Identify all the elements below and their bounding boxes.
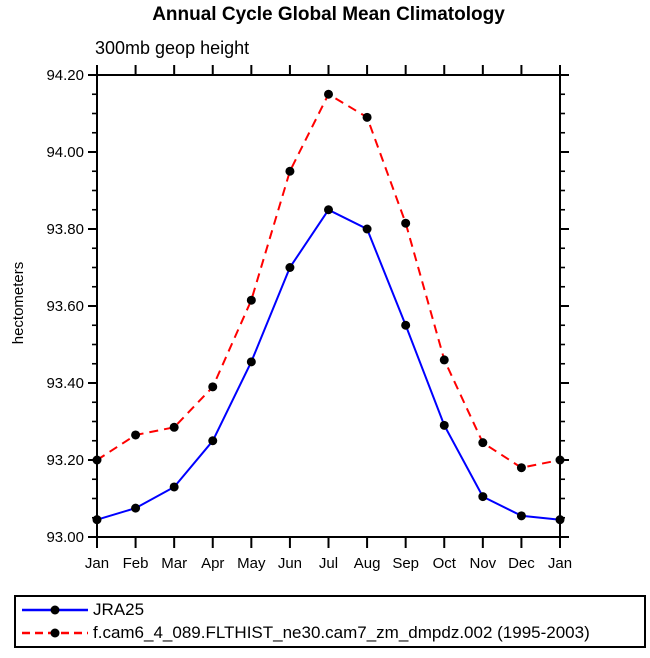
chart-subtitle: 300mb geop height [95, 38, 250, 58]
x-tick-label: Feb [123, 555, 149, 572]
legend-line-sample-solid-icon [22, 605, 88, 615]
y-tick-label: 93.60 [46, 298, 84, 315]
y-tick-label: 94.20 [46, 67, 84, 84]
y-tick-label: 93.40 [46, 375, 84, 392]
y-tick-label: 94.00 [46, 144, 84, 161]
data-point-marker [169, 422, 179, 432]
y-tick-label: 93.80 [46, 221, 84, 238]
x-tick-label: Oct [433, 555, 457, 572]
data-point-marker [131, 503, 141, 513]
x-tick-label: Jun [278, 555, 302, 572]
series-line-0 [96, 208, 561, 521]
legend-sample-marker [50, 628, 60, 638]
data-point-marker [478, 492, 488, 502]
x-tick-label: Aug [354, 555, 381, 572]
data-point-marker [478, 438, 488, 448]
data-point-marker [208, 436, 218, 446]
x-tick-label: Sep [392, 555, 419, 572]
data-point-marker [555, 455, 565, 465]
x-tick-label: Dec [508, 555, 535, 572]
x-tick-label: Mar [161, 555, 187, 572]
legend-label-model: f.cam6_4_089.FLTHIST_ne30.cam7_zm_dmpdz.… [93, 623, 590, 643]
data-point-marker [169, 482, 179, 492]
data-point-marker [401, 320, 411, 330]
chart-title: Annual Cycle Global Mean Climatology [152, 4, 505, 25]
x-tick-label: May [237, 555, 266, 572]
plot-frame [96, 74, 561, 538]
data-point-marker [362, 112, 372, 122]
data-point-marker [516, 463, 526, 473]
legend-line-sample-dashed-icon [22, 628, 88, 638]
legend-item-jra25: JRA25 [20, 598, 644, 622]
y-tick-label: 93.20 [46, 452, 84, 469]
x-tick-label: Jan [548, 555, 572, 572]
legend-sample-marker [50, 605, 60, 615]
x-tick-label: Jul [319, 555, 338, 572]
x-tick-label: Nov [469, 555, 496, 572]
data-point-marker [439, 420, 449, 430]
data-point-marker [285, 166, 295, 176]
data-point-marker [246, 357, 256, 367]
data-point-marker [208, 382, 218, 392]
data-point-marker [401, 218, 411, 228]
y-tick-label: 93.00 [46, 529, 84, 546]
data-point-marker [131, 430, 141, 440]
data-point-marker [246, 295, 256, 305]
legend-label-jra25: JRA25 [93, 599, 145, 619]
data-point-marker [92, 515, 102, 525]
data-point-marker [92, 455, 102, 465]
legend-item-model: f.cam6_4_089.FLTHIST_ne30.cam7_zm_dmpdz.… [20, 622, 644, 646]
data-point-marker [285, 263, 295, 272]
data-point-marker [439, 355, 449, 365]
data-point-marker [516, 511, 526, 521]
x-tick-label: Apr [201, 555, 224, 572]
series-line-1 [96, 92, 561, 469]
legend-box: JRA25 f.cam6_4_089.FLTHIST_ne30.cam7_zm_… [14, 595, 646, 648]
data-point-marker [324, 89, 333, 99]
data-point-marker [555, 515, 565, 525]
data-point-marker [324, 205, 333, 215]
x-tick-label: Jan [85, 555, 109, 572]
data-point-marker [362, 224, 372, 234]
